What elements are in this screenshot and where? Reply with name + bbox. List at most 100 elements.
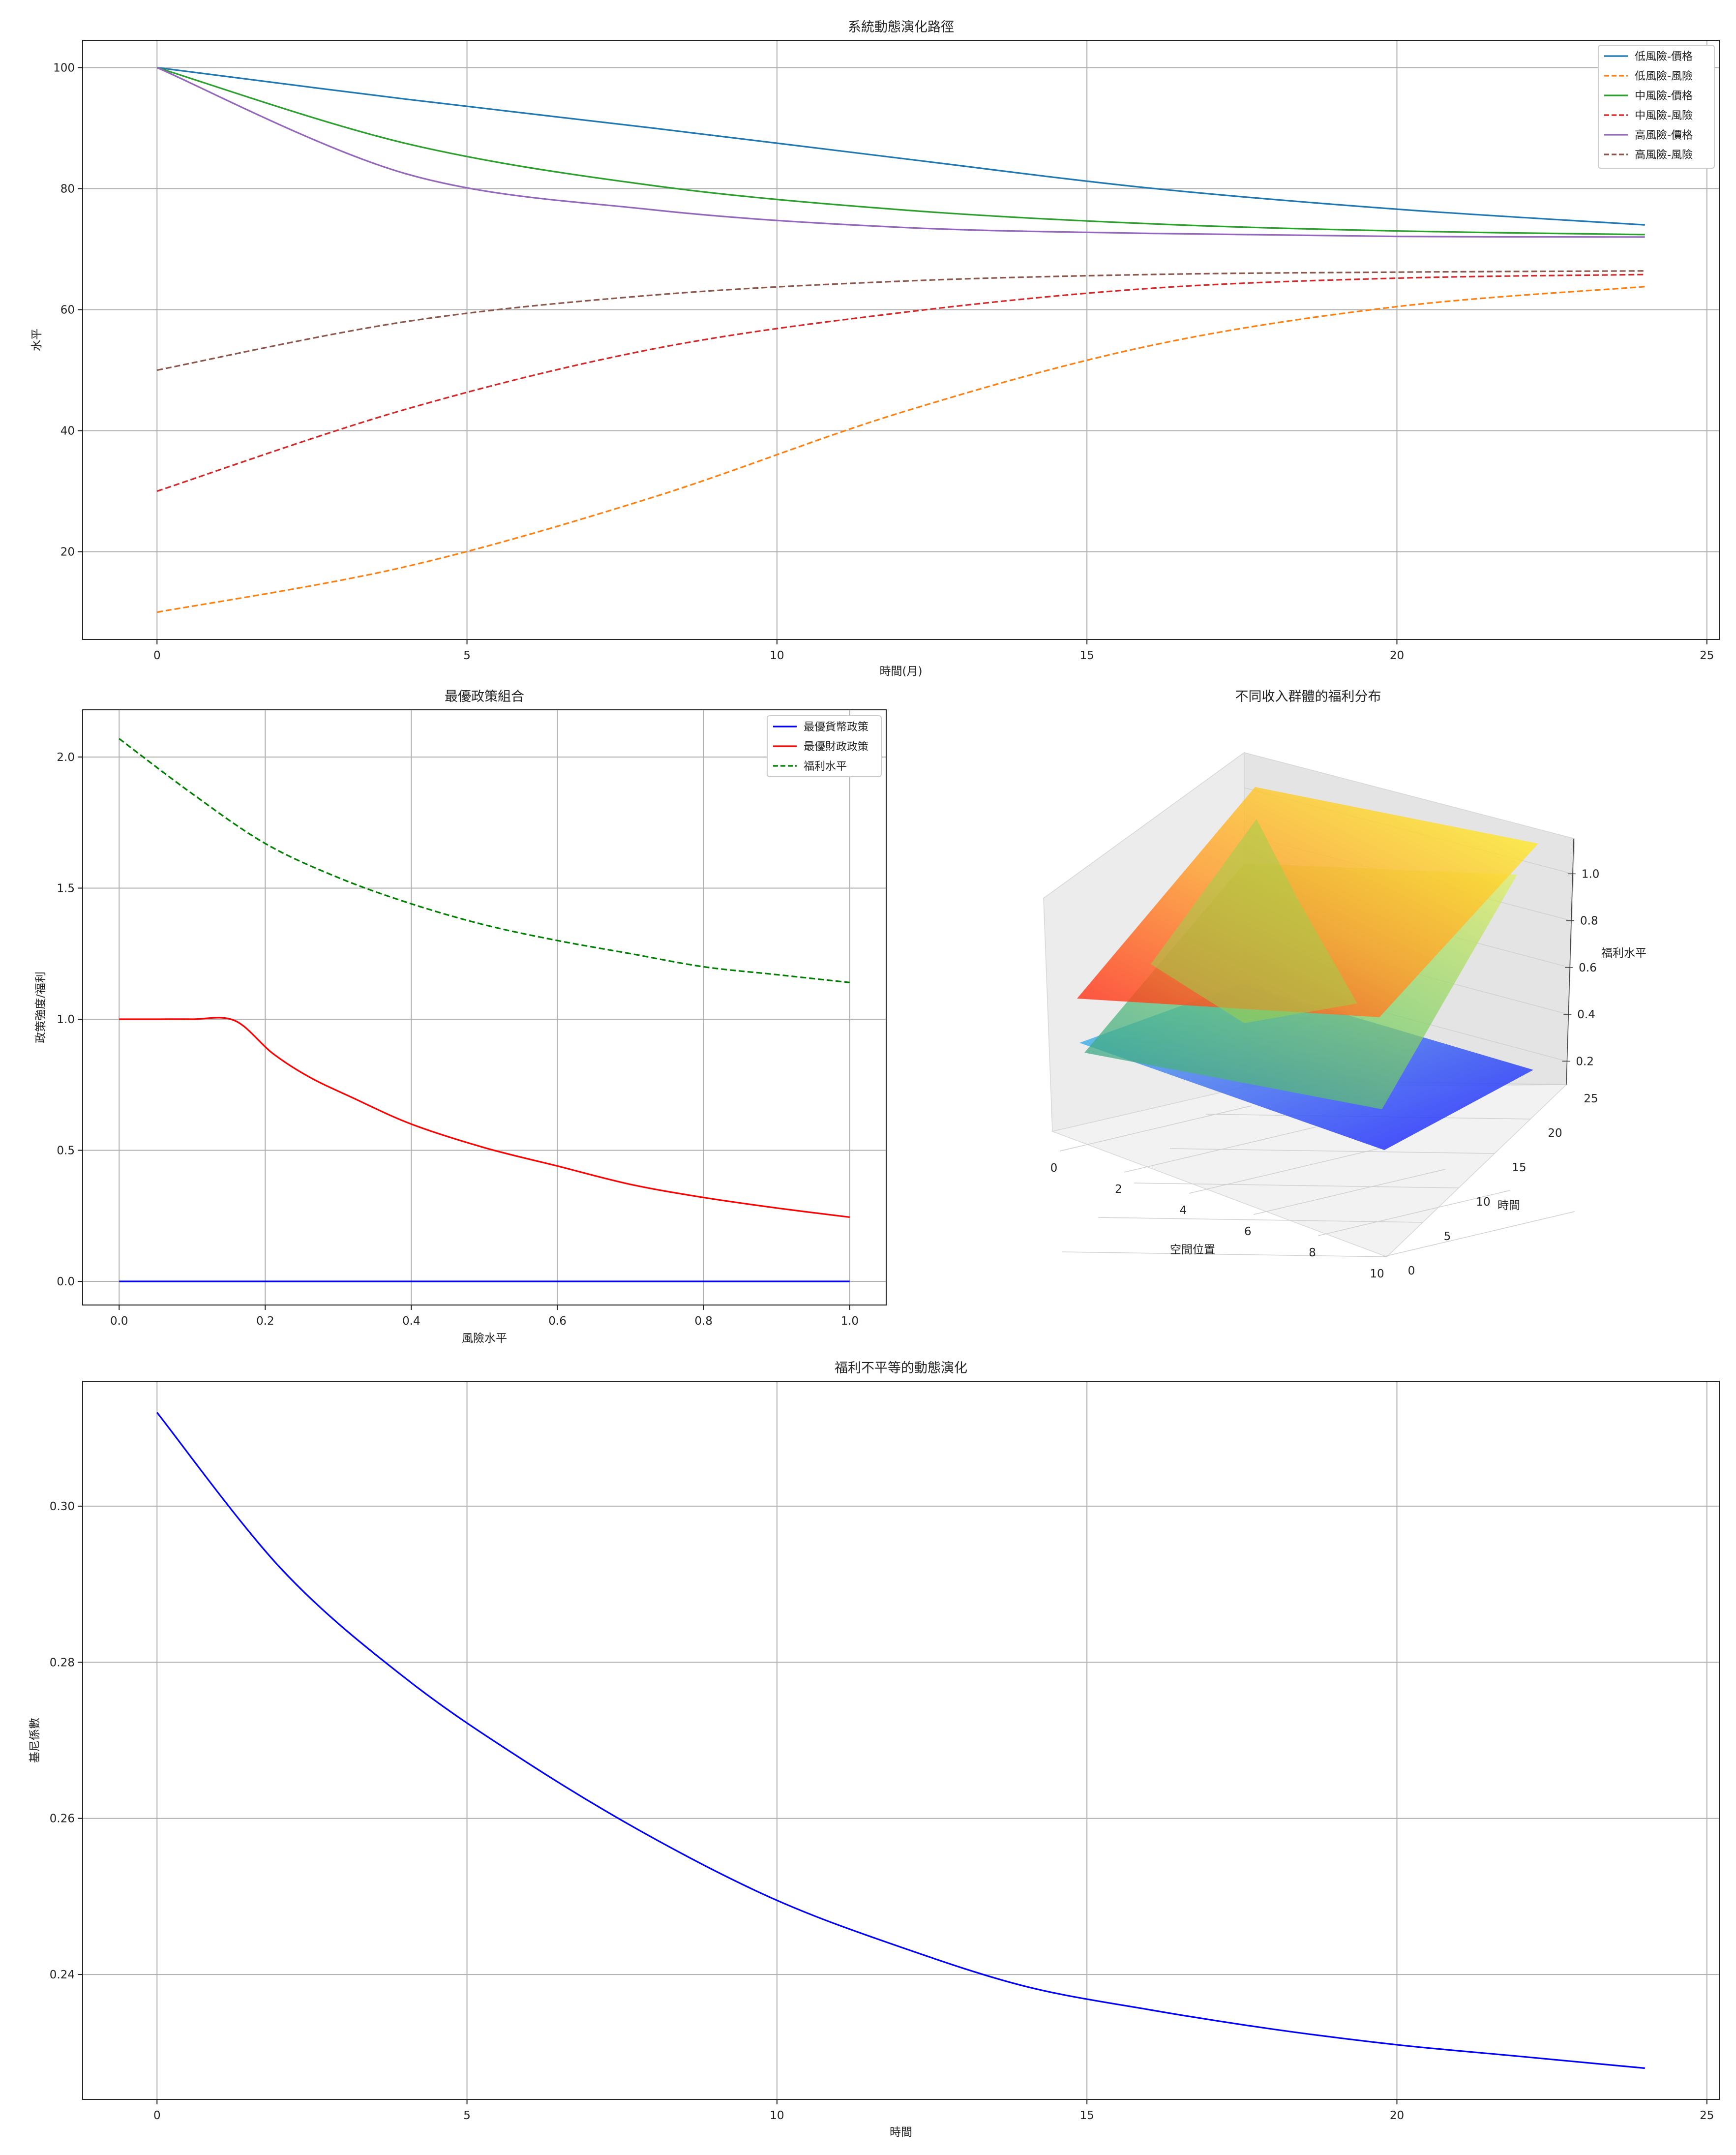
y-tick-label: 1.0	[57, 1013, 75, 1026]
y-tick-label: 0.24	[50, 1969, 75, 1981]
y-tick-label: 0	[1408, 1265, 1415, 1277]
y-axis-ticks: 0.0 0.5 1.0 1.5 2.0	[57, 751, 83, 1288]
y-tick-label: 0.0	[57, 1275, 75, 1288]
series-lines	[119, 738, 850, 1282]
legend-label: 高風險-風險	[1635, 149, 1693, 161]
y-axis-ticks: 0 5 10 15 20 25	[1408, 1093, 1598, 1277]
series-line-2	[156, 66, 1645, 236]
legend-label: 最優貨幣政策	[804, 721, 868, 733]
z-axis-line	[1566, 838, 1574, 1085]
floor-gridline	[1059, 1105, 1252, 1152]
dynamic-evolution-chart: 系統動態演化路徑 0 5 10 15 20 25 20 40 60 80 100 時間(月) 水平…	[30, 20, 1720, 678]
floor-gridline	[1134, 1183, 1459, 1188]
z-axis-label: 福利水平	[1601, 947, 1646, 960]
y-tick-label: 1.5	[57, 882, 75, 895]
z-tick-label: 0.8	[1580, 915, 1598, 928]
y-tick-label: 80	[60, 182, 75, 195]
legend-label: 低風險-價格	[1635, 51, 1693, 63]
chart-title: 福利不平等的動態演化	[835, 1361, 967, 1376]
y-tick-label: 5	[1444, 1230, 1451, 1243]
x-axis-ticks: 0 2 4 6 8 10	[1050, 1162, 1384, 1280]
x-tick-label: 4	[1179, 1204, 1187, 1217]
x-tick-label: 5	[463, 649, 471, 662]
welfare-surface-chart: 不同收入群體的福利分布 0 2 4 6 8 10 0 5 10 15 20 25 0.2 0.4 0.6…	[1043, 689, 1646, 1280]
z-tick-label: 1.0	[1582, 868, 1600, 880]
z-tick-label: 0.4	[1577, 1008, 1595, 1021]
series-line-0	[157, 66, 1645, 226]
x-tick-label: 15	[1080, 2109, 1094, 2122]
y-axis-ticks: 20 40 60 80 100	[53, 61, 83, 559]
legend-label: 福利水平	[804, 760, 847, 773]
mid-income-surface-peak	[1151, 819, 1357, 1023]
x-tick-label: 0.4	[402, 1315, 420, 1328]
y-tick-label: 0.30	[50, 1500, 75, 1513]
x-axis-ticks: 0 5 10 15 20 25	[153, 2099, 1714, 2122]
floor-gridline	[1098, 1217, 1423, 1223]
y-tick-label: 25	[1584, 1093, 1598, 1105]
x-tick-label: 0.8	[694, 1315, 713, 1328]
series-line-5	[156, 270, 1645, 371]
y-tick-label: 15	[1512, 1161, 1526, 1174]
series-line-0	[156, 1412, 1645, 2069]
x-tick-label: 0	[153, 2109, 161, 2122]
x-axis-ticks: 0.0 0.2 0.4 0.6 0.8 1.0	[110, 1305, 859, 1328]
grid	[83, 710, 886, 1305]
y-axis-label: 水平	[30, 329, 43, 351]
x-tick-label: 0.6	[548, 1315, 567, 1328]
x-axis-label: 風險水平	[462, 1332, 507, 1345]
y-tick-label: 60	[60, 304, 75, 316]
floor-gridline	[1062, 1251, 1387, 1257]
grid	[83, 1381, 1719, 2099]
floor-gridline	[1318, 1190, 1510, 1236]
legend-label: 中風險-價格	[1635, 90, 1693, 102]
series-lines	[156, 66, 1645, 613]
x-tick-label: 0	[1050, 1162, 1058, 1175]
legend-label: 低風險-風險	[1635, 70, 1693, 83]
x-tick-label: 2	[1115, 1183, 1122, 1196]
x-tick-label: 10	[770, 649, 784, 662]
x-tick-label: 10	[1370, 1268, 1384, 1280]
plot-frame	[82, 709, 887, 1305]
legend-label: 高風險-價格	[1635, 129, 1693, 142]
x-tick-label: 10	[770, 2109, 784, 2122]
x-axis-ticks: 0 5 10 15 20 25	[153, 639, 1714, 662]
series-lines	[156, 1412, 1645, 2069]
y-tick-label: 0.26	[50, 1813, 75, 1825]
x-tick-label: 6	[1244, 1225, 1252, 1238]
plot-frame	[82, 1381, 1720, 2100]
y-tick-label: 100	[53, 61, 75, 74]
series-line-2	[119, 738, 850, 983]
floor-gridline	[1254, 1169, 1446, 1215]
z-axis-ticks: 0.2 0.4 0.6 0.8 1.0	[1562, 868, 1599, 1068]
chart-title: 不同收入群體的福利分布	[1235, 689, 1381, 704]
chart-title: 系統動態演化路徑	[848, 20, 954, 35]
series-line-3	[156, 273, 1645, 492]
y-tick-label: 20	[1548, 1127, 1562, 1140]
floor-gridline	[1382, 1211, 1575, 1257]
x-tick-label: 25	[1700, 2109, 1714, 2122]
x-tick-label: 25	[1700, 649, 1714, 662]
x-tick-label: 20	[1390, 649, 1404, 662]
welfare-inequality-chart: 福利不平等的動態演化 0 5 10 15 20 25 0.24 0.26 0.28 0.30 時…	[29, 1361, 1720, 2139]
z-tick-label: 0.2	[1576, 1055, 1594, 1068]
x-tick-label: 15	[1080, 649, 1094, 662]
floor-gridline	[1169, 1148, 1495, 1154]
x-tick-label: 20	[1390, 2109, 1404, 2122]
y-tick-label: 2.0	[57, 751, 75, 764]
x-tick-label: 8	[1309, 1246, 1316, 1259]
y-axis-label: 政策強度/福利	[34, 971, 47, 1043]
legend-box	[767, 715, 882, 777]
x-tick-label: 0.0	[110, 1315, 128, 1328]
plot-frame	[82, 40, 1720, 640]
x-tick-label: 0.2	[256, 1315, 274, 1328]
y-tick-label: 0.5	[57, 1145, 75, 1157]
series-line-1	[119, 1017, 850, 1218]
series-line-1	[156, 286, 1645, 613]
x-tick-label: 0	[153, 649, 161, 662]
y-tick-label: 0.28	[50, 1656, 75, 1669]
y-tick-label: 40	[60, 425, 75, 438]
y-tick-label: 20	[60, 546, 75, 559]
